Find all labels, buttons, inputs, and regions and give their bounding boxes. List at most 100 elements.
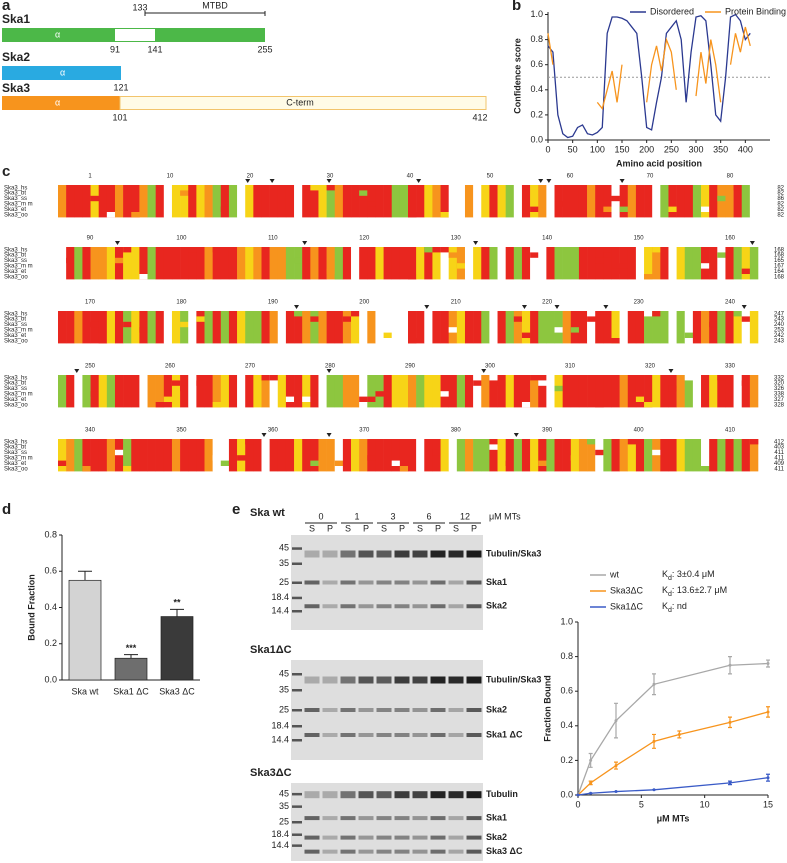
alignment-column xyxy=(619,439,629,472)
alignment-column xyxy=(261,375,270,408)
alignment-column xyxy=(448,375,458,408)
gel-band xyxy=(304,676,320,684)
gel-band xyxy=(322,835,338,840)
gel-band xyxy=(412,816,428,821)
alignment-cell xyxy=(733,311,743,317)
marker xyxy=(513,433,519,437)
panel-label: c xyxy=(2,163,10,180)
alignment-column xyxy=(627,185,637,218)
alignment-cell xyxy=(269,375,279,381)
band-label: Ska2 xyxy=(486,704,507,714)
alignment-column xyxy=(98,375,108,408)
kd-rest: : nd xyxy=(672,601,687,611)
alignment-column xyxy=(139,439,148,472)
ruler-number: 150 xyxy=(634,236,645,242)
alignment-cell xyxy=(595,402,604,408)
y-tick-label: 0.0 xyxy=(530,134,543,144)
alignment-column xyxy=(342,375,352,408)
alignment-column xyxy=(416,185,425,218)
gel-band xyxy=(394,835,410,840)
alignment-column xyxy=(302,375,311,408)
alignment-column xyxy=(717,439,726,472)
alignment-cell xyxy=(294,257,303,264)
alignment-column xyxy=(684,311,694,344)
ruler-number: 400 xyxy=(634,428,645,434)
position-label: 141 xyxy=(147,44,162,54)
gel-band xyxy=(340,676,356,684)
y-tick-label: 1.0 xyxy=(560,616,573,626)
alignment-cell xyxy=(652,449,661,456)
alignment-cell xyxy=(489,444,498,450)
alignment-column xyxy=(603,375,612,408)
position-label: 133 xyxy=(132,2,147,12)
sequence-name: Ska3_m m xyxy=(4,327,33,333)
alignment-column xyxy=(277,375,287,408)
marker xyxy=(538,179,544,183)
alignment-column xyxy=(432,439,441,472)
alignment-cell xyxy=(90,391,99,397)
alignment-column xyxy=(131,311,140,344)
alignment-column xyxy=(318,311,327,344)
axis xyxy=(577,622,768,796)
sequence-name: Ska3_bt xyxy=(4,317,26,323)
alignment-column xyxy=(627,311,637,344)
alignment-column xyxy=(123,439,132,472)
alignment-column xyxy=(74,185,83,218)
alignment-column xyxy=(668,185,677,218)
alignment-column xyxy=(692,185,702,218)
x-tick-label: 150 xyxy=(614,144,629,154)
data-point xyxy=(766,710,770,714)
marker-label: 18.4 xyxy=(271,720,289,730)
alignment-column xyxy=(709,439,718,472)
alignment-column xyxy=(538,185,547,218)
alignment-column xyxy=(310,185,319,218)
alignment-column xyxy=(717,375,726,408)
alignment-column xyxy=(521,311,531,344)
alignment-column xyxy=(440,185,449,218)
ruler-number: 70 xyxy=(647,174,654,180)
alignment-cell xyxy=(521,332,531,338)
legend-label: Protein Binding xyxy=(725,6,786,16)
position-label: 101 xyxy=(112,112,127,122)
alignment-column xyxy=(310,375,319,408)
alignment-column xyxy=(473,439,482,472)
alignment-cell xyxy=(554,327,563,333)
alignment-cell xyxy=(652,247,661,253)
alignment-column xyxy=(530,375,539,408)
row-end: 338 xyxy=(774,391,785,397)
alignment-column xyxy=(253,375,262,408)
alignment-column xyxy=(367,247,376,280)
ruler-number: 100 xyxy=(176,236,187,242)
data-point xyxy=(728,663,732,667)
alignment-column xyxy=(188,311,197,344)
alignment-column xyxy=(277,311,287,344)
band-label: Tubulin xyxy=(486,789,518,799)
alignment-cell xyxy=(440,391,449,397)
sequence-name: Ska3_oo xyxy=(4,212,28,218)
alignment-column xyxy=(644,247,653,280)
alignment-column xyxy=(58,247,67,280)
alignment-column xyxy=(464,185,474,218)
alignment-column xyxy=(448,439,458,472)
alignment-column xyxy=(228,185,238,218)
lane-label: P xyxy=(435,523,441,533)
marker-band xyxy=(292,689,302,692)
alignment-column xyxy=(635,311,645,344)
alignment-column xyxy=(587,311,596,344)
alignment-column xyxy=(448,185,458,218)
alignment-column xyxy=(74,375,83,408)
alignment-column xyxy=(416,439,425,472)
alignment-column xyxy=(253,247,262,280)
domain-label: MTBD xyxy=(202,0,228,10)
alignment-column xyxy=(155,247,165,280)
alignment-column xyxy=(98,311,108,344)
alignment-column xyxy=(546,247,555,280)
marker-label: 25 xyxy=(279,704,289,714)
y-tick-label: 0.8 xyxy=(530,34,543,44)
panel-label: e xyxy=(232,501,240,518)
band-label: Ska3 ΔC xyxy=(486,846,523,856)
gel-band xyxy=(358,835,374,840)
alignment-column xyxy=(220,247,230,280)
kd-sub: d xyxy=(668,591,672,598)
gel-band xyxy=(358,733,374,737)
